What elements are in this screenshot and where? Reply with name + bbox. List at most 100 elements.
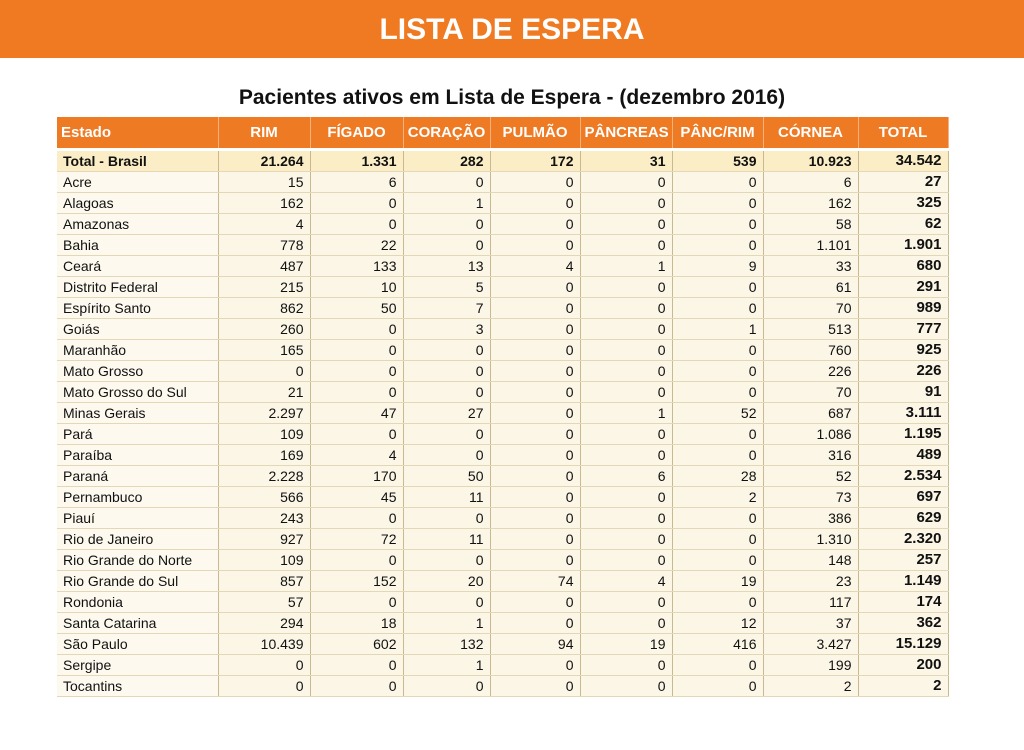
cell-value: 94 bbox=[490, 633, 581, 655]
cell-value: 0 bbox=[580, 486, 673, 508]
cell-value: 0 bbox=[672, 234, 764, 256]
cell-value: 34.542 bbox=[858, 148, 949, 172]
cell-value: 0 bbox=[672, 654, 764, 676]
cell-value: 0 bbox=[310, 360, 404, 382]
cell-value: 74 bbox=[490, 570, 581, 592]
cell-value: 10.439 bbox=[218, 633, 311, 655]
state-row: Rio Grande do Sul 857 152 20 74 4 19 23 1.149 bbox=[57, 570, 949, 592]
cell-value: 0 bbox=[490, 675, 581, 697]
cell-value: 0 bbox=[310, 654, 404, 676]
cell-value: 0 bbox=[403, 591, 491, 613]
cell-value: 325 bbox=[858, 192, 949, 214]
cell-value: 0 bbox=[403, 549, 491, 571]
cell-value: 927 bbox=[218, 528, 311, 550]
state-row: Piauí 243 0 0 0 0 0 386 629 bbox=[57, 507, 949, 529]
cell-value: 0 bbox=[490, 423, 581, 445]
waiting-list-table: Estado RIM FÍGADO CORAÇÃO PULMÃO PÂNCREAS PÂNC… bbox=[57, 117, 949, 697]
cell-value: 0 bbox=[310, 549, 404, 571]
state-name: Distrito Federal bbox=[57, 276, 219, 298]
column-header: FÍGADO bbox=[310, 117, 404, 150]
cell-value: 777 bbox=[858, 318, 949, 340]
column-header: TOTAL bbox=[858, 117, 949, 150]
state-row: Mato Grosso do Sul 21 0 0 0 0 0 70 91 bbox=[57, 381, 949, 403]
cell-value: 0 bbox=[310, 423, 404, 445]
cell-value: 73 bbox=[763, 486, 859, 508]
cell-value: 61 bbox=[763, 276, 859, 298]
cell-value: 260 bbox=[218, 318, 311, 340]
cell-value: 1 bbox=[403, 192, 491, 214]
cell-value: 0 bbox=[490, 318, 581, 340]
state-row: Sergipe 0 0 1 0 0 0 199 200 bbox=[57, 654, 949, 676]
cell-value: 23 bbox=[763, 570, 859, 592]
cell-value: 0 bbox=[672, 276, 764, 298]
cell-value: 3 bbox=[403, 318, 491, 340]
column-header: CÓRNEA bbox=[763, 117, 859, 150]
cell-value: 1.101 bbox=[763, 234, 859, 256]
cell-value: 0 bbox=[403, 339, 491, 361]
cell-value: 2.534 bbox=[858, 465, 949, 487]
cell-value: 1 bbox=[580, 255, 673, 277]
cell-value: 257 bbox=[858, 549, 949, 571]
cell-value: 0 bbox=[580, 675, 673, 697]
cell-value: 4 bbox=[218, 213, 311, 235]
cell-value: 1.901 bbox=[858, 234, 949, 256]
cell-value: 0 bbox=[672, 297, 764, 319]
cell-value: 0 bbox=[490, 213, 581, 235]
cell-value: 0 bbox=[310, 381, 404, 403]
cell-value: 513 bbox=[763, 318, 859, 340]
cell-value: 760 bbox=[763, 339, 859, 361]
cell-value: 0 bbox=[580, 171, 673, 193]
column-header: RIM bbox=[218, 117, 311, 150]
cell-value: 6 bbox=[763, 171, 859, 193]
cell-value: 37 bbox=[763, 612, 859, 634]
cell-value: 0 bbox=[490, 549, 581, 571]
cell-value: 0 bbox=[580, 234, 673, 256]
cell-value: 10 bbox=[310, 276, 404, 298]
cell-value: 162 bbox=[763, 192, 859, 214]
state-row: Rio de Janeiro 927 72 11 0 0 0 1.310 2.320 bbox=[57, 528, 949, 550]
state-name: Pernambuco bbox=[57, 486, 219, 508]
cell-value: 0 bbox=[490, 465, 581, 487]
state-row: Alagoas 162 0 1 0 0 0 162 325 bbox=[57, 192, 949, 214]
cell-value: 1 bbox=[403, 612, 491, 634]
total-row: Total - Brasil 21.264 1.331 282 172 31 539 10.9… bbox=[57, 148, 949, 172]
cell-value: 0 bbox=[490, 360, 581, 382]
cell-value: 72 bbox=[310, 528, 404, 550]
cell-value: 0 bbox=[672, 549, 764, 571]
cell-value: 11 bbox=[403, 528, 491, 550]
cell-value: 0 bbox=[580, 423, 673, 445]
cell-value: 0 bbox=[403, 381, 491, 403]
cell-value: 109 bbox=[218, 549, 311, 571]
cell-value: 0 bbox=[490, 507, 581, 529]
cell-value: 226 bbox=[858, 360, 949, 382]
cell-value: 31 bbox=[580, 148, 673, 172]
state-row: Ceará 487 133 13 4 1 9 33 680 bbox=[57, 255, 949, 277]
cell-value: 0 bbox=[672, 423, 764, 445]
cell-value: 18 bbox=[310, 612, 404, 634]
column-header: PÂNCREAS bbox=[580, 117, 673, 150]
state-name: Espírito Santo bbox=[57, 297, 219, 319]
cell-value: 0 bbox=[580, 339, 673, 361]
state-name: Rondonia bbox=[57, 591, 219, 613]
cell-value: 697 bbox=[858, 486, 949, 508]
cell-value: 989 bbox=[858, 297, 949, 319]
cell-value: 109 bbox=[218, 423, 311, 445]
column-header: PULMÃO bbox=[490, 117, 581, 150]
cell-value: 200 bbox=[858, 654, 949, 676]
cell-value: 0 bbox=[403, 213, 491, 235]
cell-value: 15 bbox=[218, 171, 311, 193]
cell-value: 148 bbox=[763, 549, 859, 571]
cell-value: 0 bbox=[672, 339, 764, 361]
state-row: Pernambuco 566 45 11 0 0 2 73 697 bbox=[57, 486, 949, 508]
cell-value: 0 bbox=[580, 381, 673, 403]
state-row: São Paulo 10.439 602 132 94 19 416 3.427 15.129 bbox=[57, 633, 949, 655]
cell-value: 170 bbox=[310, 465, 404, 487]
state-row: Rondonia 57 0 0 0 0 0 117 174 bbox=[57, 591, 949, 613]
cell-value: 215 bbox=[218, 276, 311, 298]
cell-value: 0 bbox=[580, 297, 673, 319]
state-name: Total - Brasil bbox=[57, 148, 219, 172]
column-header: CORAÇÃO bbox=[403, 117, 491, 150]
state-name: Tocantins bbox=[57, 675, 219, 697]
cell-value: 862 bbox=[218, 297, 311, 319]
cell-value: 0 bbox=[580, 360, 673, 382]
